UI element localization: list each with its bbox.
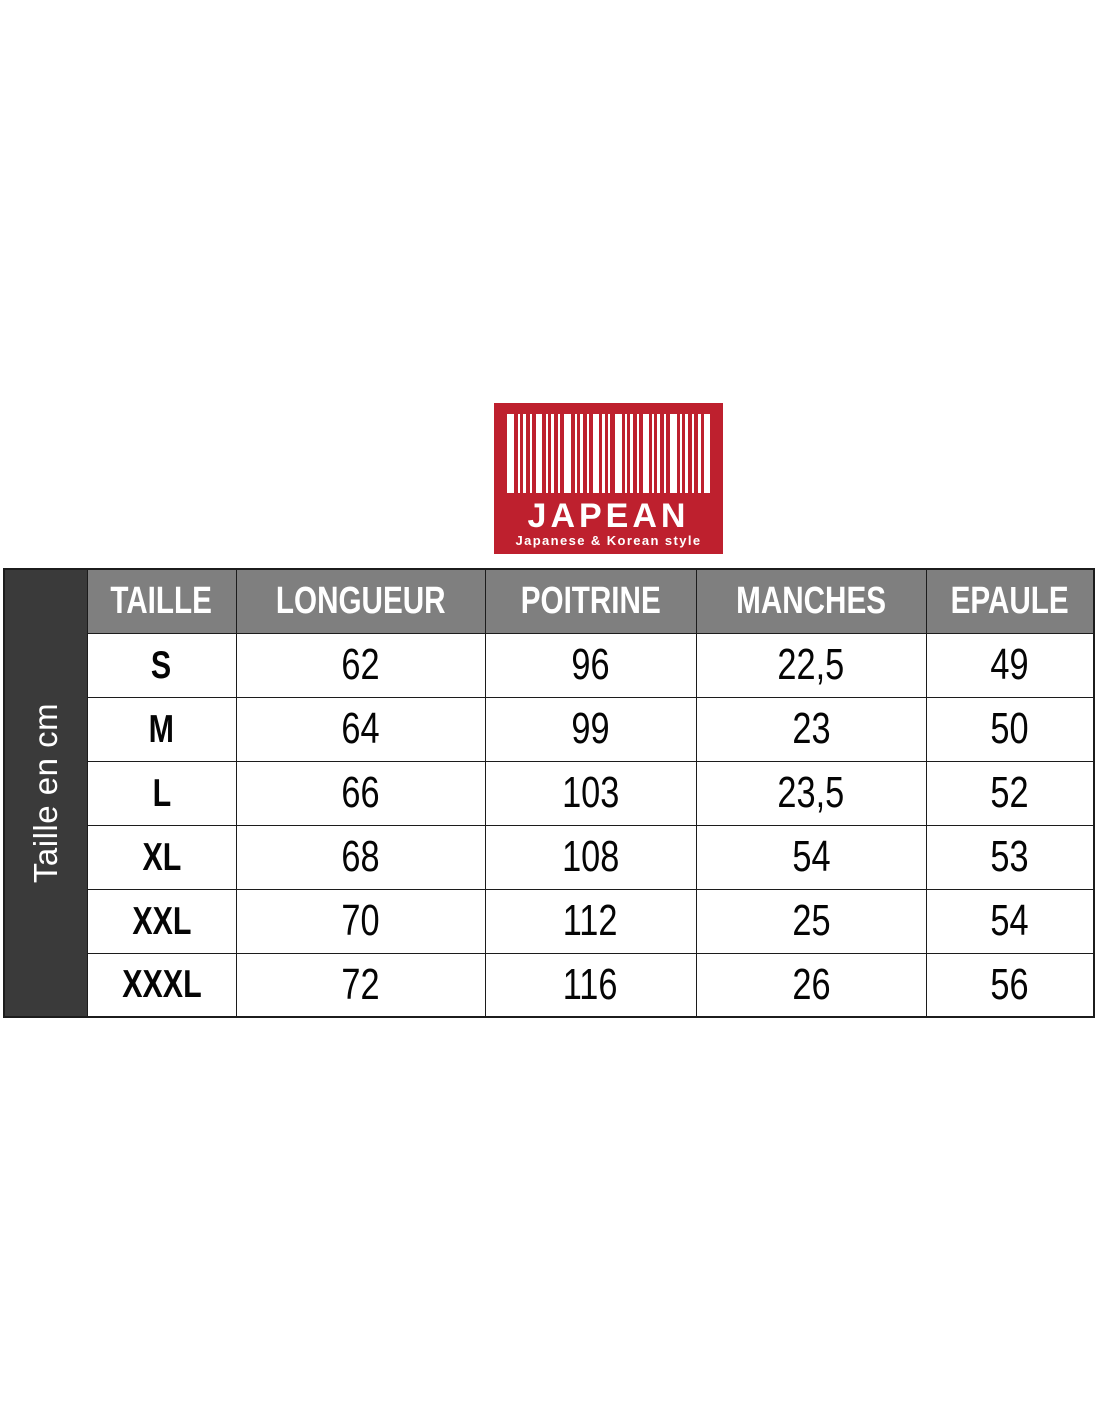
size-label-cell: XXXL — [86, 952, 237, 1018]
table-row-xxl: XXL 70 112 25 54 — [4, 888, 1095, 954]
size-label-cell: S — [86, 632, 237, 698]
barcode-icon — [507, 414, 710, 493]
size-label-cell: XL — [86, 824, 237, 890]
measurement-cell: 62 — [235, 632, 486, 698]
table-row-l: L 66 103 23,5 52 — [4, 760, 1095, 826]
column-header-epaule: EPAULE — [925, 568, 1095, 634]
column-header-poitrine: POITRINE — [484, 568, 697, 634]
unit-label: Taille en cm — [26, 702, 64, 884]
measurement-cell: 26 — [695, 952, 927, 1018]
measurement-cell: 70 — [235, 888, 486, 954]
measurement-cell: 54 — [925, 888, 1095, 954]
table-row-xl: XL 68 108 54 53 — [4, 824, 1095, 890]
measurement-cell: 54 — [695, 824, 927, 890]
brand-logo: JAPEAN Japanese & Korean style — [494, 403, 723, 554]
brand-tagline: Japanese & Korean style — [515, 533, 702, 548]
measurement-cell: 96 — [484, 632, 697, 698]
measurement-cell: 112 — [484, 888, 697, 954]
measurement-cell: 23,5 — [695, 760, 927, 826]
measurement-cell: 52 — [925, 760, 1095, 826]
table-row-s: S 62 96 22,5 49 — [4, 632, 1095, 698]
measurement-cell: 68 — [235, 824, 486, 890]
measurement-cell: 99 — [484, 696, 697, 762]
measurement-cell: 50 — [925, 696, 1095, 762]
size-chart-table: Taille en cm TAILLE LONGUEUR POITRINE MA… — [3, 568, 1095, 1018]
measurement-cell: 64 — [235, 696, 486, 762]
measurement-cell: 25 — [695, 888, 927, 954]
measurement-cell: 66 — [235, 760, 486, 826]
column-header-longueur: LONGUEUR — [235, 568, 486, 634]
measurement-cell: 103 — [484, 760, 697, 826]
measurement-cell: 56 — [925, 952, 1095, 1018]
measurement-cell: 53 — [925, 824, 1095, 890]
measurement-cell: 116 — [484, 952, 697, 1018]
measurement-cell: 72 — [235, 952, 486, 1018]
table-header-row: Taille en cm TAILLE LONGUEUR POITRINE MA… — [3, 568, 1095, 1018]
measurement-cell: 23 — [695, 696, 927, 762]
brand-name: JAPEAN — [527, 497, 690, 535]
size-label-cell: L — [86, 760, 237, 826]
size-label-cell: XXL — [86, 888, 237, 954]
table-row-m: M 64 99 23 50 — [4, 696, 1095, 762]
size-label-cell: M — [86, 696, 237, 762]
table-row-xxxl: XXXL 72 116 26 56 — [4, 952, 1095, 1018]
measurement-cell: 108 — [484, 824, 697, 890]
measurement-cell: 49 — [925, 632, 1095, 698]
column-header-manches: MANCHES — [695, 568, 927, 634]
unit-side-band: Taille en cm — [3, 568, 88, 1018]
measurement-cell: 22,5 — [695, 632, 927, 698]
column-header-taille: TAILLE — [86, 568, 237, 634]
